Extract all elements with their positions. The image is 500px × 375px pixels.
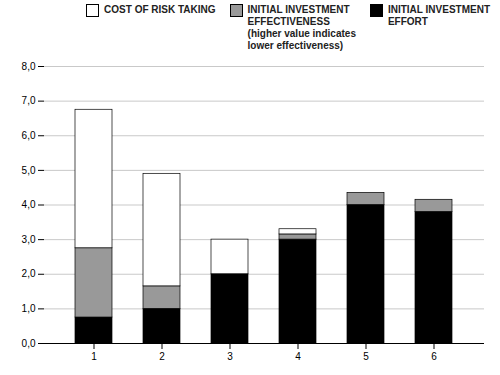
svg-text:4: 4 xyxy=(295,351,301,362)
html-text:COST OF RISK TAKING: COST OF RISK TAKING xyxy=(104,4,216,15)
svg-text:5,0: 5,0 xyxy=(22,165,36,176)
svg-text:6,0: 6,0 xyxy=(22,130,36,141)
svg-text:2,0: 2,0 xyxy=(22,268,36,279)
svg-text:5: 5 xyxy=(363,351,369,362)
svg-text:3: 3 xyxy=(227,351,233,362)
svg-text:4,0: 4,0 xyxy=(22,199,36,210)
svg-text:1: 1 xyxy=(91,351,97,362)
svg-text:8,0: 8,0 xyxy=(22,61,36,72)
svg-text:0,0: 0,0 xyxy=(22,338,36,349)
svg-text:2: 2 xyxy=(159,351,165,362)
svg-text:3,0: 3,0 xyxy=(22,234,36,245)
svg-text:7,0: 7,0 xyxy=(22,95,36,106)
html-text:INITIAL INVESTMENT EFFORT: INITIAL INVESTMENT EFFORT xyxy=(388,4,490,27)
html-text:INITIAL INVESTMENT EFFECTIVENE: INITIAL INVESTMENT EFFECTIVENESS (higher… xyxy=(247,4,356,51)
svg-text:6: 6 xyxy=(431,351,437,362)
svg-text:1,0: 1,0 xyxy=(22,303,36,314)
